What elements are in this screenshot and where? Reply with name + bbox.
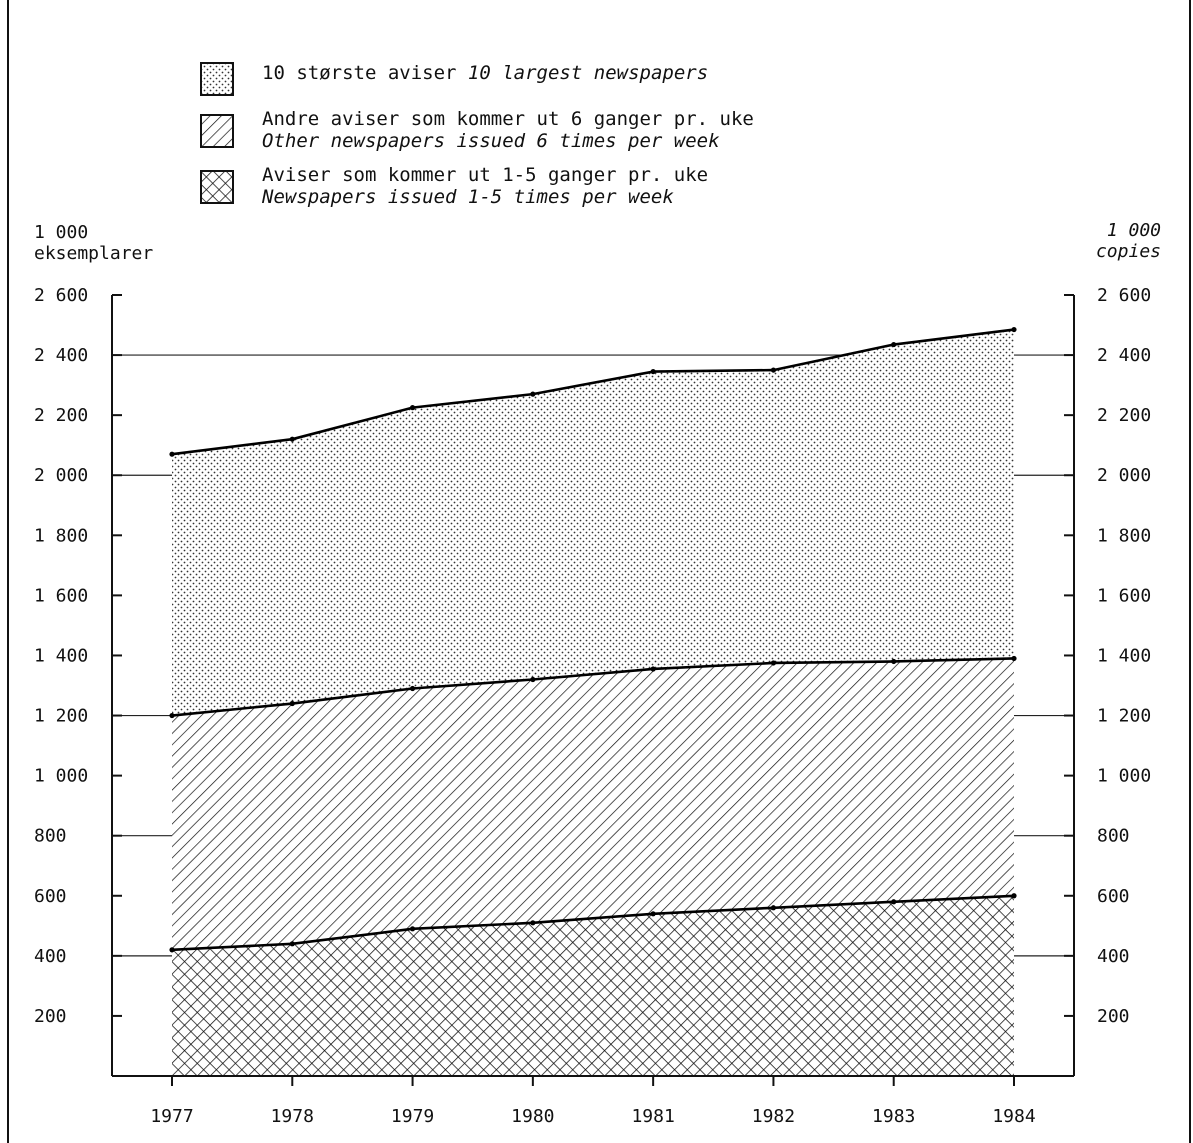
data-point-dots-1977 — [169, 451, 175, 457]
legend-swatch-hatch — [200, 114, 234, 148]
left-tick-label-2600: 2 600 — [34, 285, 88, 306]
right-tick-label-200: 200 — [1097, 1006, 1130, 1027]
right-tick-label-1000: 1 000 — [1097, 766, 1151, 787]
series-line-hatch — [171, 657, 1015, 717]
data-point-hatch-1979 — [409, 685, 416, 692]
x-tick-label-1983: 1983 — [872, 1106, 915, 1127]
legend-item-other: Andre aviser som kommer ut 6 ganger pr. … — [200, 108, 920, 152]
x-tick-label-1978: 1978 — [271, 1106, 314, 1127]
data-point-dots-1979 — [409, 405, 416, 411]
data-point-dots-1981 — [650, 368, 656, 375]
right-tick-label-600: 600 — [1097, 886, 1130, 907]
left-tick-label-1600: 1 600 — [34, 585, 88, 606]
right-tick-label-1200: 1 200 — [1097, 706, 1151, 727]
left-tick-label-200: 200 — [34, 1006, 67, 1027]
data-point-cross-1983 — [891, 899, 897, 905]
left-tick-label-600: 600 — [34, 886, 67, 907]
data-point-dots-1978 — [289, 436, 295, 442]
data-point-hatch-1980 — [530, 676, 536, 683]
chart-frame — [7, 0, 1191, 1143]
right-tick-label-2200: 2 200 — [1097, 405, 1151, 426]
legend-item-largest: 10 største aviser 10 largest newspapers — [200, 62, 920, 96]
left-tick-label-1800: 1 800 — [34, 525, 88, 546]
legend-label-weekly-no: Aviser som kommer ut 1-5 ganger pr. uke — [262, 164, 709, 186]
data-point-cross-1977 — [169, 947, 175, 953]
right-axis-caption: 1 000 copies — [1096, 220, 1161, 262]
x-tick-label-1980: 1980 — [511, 1106, 554, 1127]
left-axis-caption: 1 000 eksemplarer — [34, 222, 153, 264]
series-line-dots — [171, 328, 1015, 456]
legend-label-other-no: Andre aviser som kommer ut 6 ganger pr. … — [262, 108, 754, 130]
legend-label-largest-no: 10 største aviser — [262, 62, 457, 84]
data-point-dots-1983 — [891, 341, 897, 348]
right-tick-label-2000: 2 000 — [1097, 465, 1151, 486]
right-tick-label-800: 800 — [1097, 826, 1130, 847]
left-tick-label-1400: 1 400 — [34, 645, 88, 666]
left-tick-label-2000: 2 000 — [34, 465, 88, 486]
x-tick-label-1982: 1982 — [752, 1106, 795, 1127]
left-tick-label-2400: 2 400 — [34, 345, 88, 366]
legend-label-largest: 10 største aviser 10 largest newspapers — [262, 62, 708, 84]
left-tick-label-800: 800 — [34, 826, 67, 847]
right-tick-label-2400: 2 400 — [1097, 345, 1151, 366]
left-tick-label-1200: 1 200 — [34, 706, 88, 727]
data-point-cross-1982 — [770, 905, 777, 911]
tick-labels: 200 200 400 400 600 600 800 800 1 000 1 000 1 200 1… — [34, 285, 1151, 1127]
data-point-dots-1984 — [1011, 326, 1017, 333]
right-tick-label-2600: 2 600 — [1097, 285, 1151, 306]
data-point-cross-1980 — [530, 920, 536, 926]
data-point-dots-1980 — [530, 391, 536, 397]
right-axis-unit: 1 000 — [1106, 220, 1161, 241]
data-point-hatch-1978 — [289, 700, 295, 707]
left-tick-label-2200: 2 200 — [34, 405, 88, 426]
legend-swatch-dots — [200, 62, 234, 96]
data-point-hatch-1982 — [770, 660, 777, 666]
data-point-cross-1984 — [1011, 893, 1017, 899]
x-tick-label-1981: 1981 — [631, 1106, 674, 1127]
left-axis-unit: 1 000 — [34, 222, 89, 243]
area-series — [172, 329, 1014, 1076]
data-point-hatch-1981 — [650, 666, 656, 672]
data-point-hatch-1983 — [891, 658, 897, 665]
right-tick-label-1800: 1 800 — [1097, 525, 1151, 546]
right-axis-label: copies — [1095, 241, 1161, 262]
data-point-cross-1978 — [289, 941, 295, 947]
x-tick-label-1979: 1979 — [391, 1106, 434, 1127]
area-dots — [172, 329, 1014, 716]
area-hatch — [172, 658, 1014, 950]
x-tick-label-1977: 1977 — [150, 1106, 193, 1127]
data-point-cross-1981 — [650, 911, 656, 917]
legend-label-largest-en: 10 largest newspapers — [467, 62, 709, 84]
legend-label-weekly-en: Newspapers issued 1-5 times per week — [262, 186, 674, 208]
legend-label-weekly: Aviser som kommer ut 1-5 ganger pr. uke … — [262, 164, 708, 208]
legend-swatch-cross — [200, 170, 234, 204]
series-lines — [169, 326, 1017, 953]
data-point-dots-1982 — [770, 367, 777, 373]
right-tick-label-1400: 1 400 — [1097, 645, 1151, 666]
legend-label-other: Andre aviser som kommer ut 6 ganger pr. … — [262, 108, 754, 152]
data-point-hatch-1977 — [169, 712, 175, 719]
legend-item-weekly: Aviser som kommer ut 1-5 ganger pr. uke … — [200, 164, 920, 208]
data-point-cross-1979 — [409, 926, 416, 932]
series-line-cross — [171, 894, 1015, 952]
legend: 10 største aviser 10 largest newspapers … — [200, 62, 920, 220]
data-point-hatch-1984 — [1011, 655, 1017, 662]
area-cross — [172, 895, 1014, 1076]
left-tick-label-1000: 1 000 — [34, 766, 88, 787]
x-tick-label-1984: 1984 — [992, 1106, 1035, 1127]
left-tick-label-400: 400 — [34, 946, 67, 967]
right-tick-label-400: 400 — [1097, 946, 1130, 967]
axes — [111, 294, 1075, 1086]
right-tick-label-1600: 1 600 — [1097, 585, 1151, 606]
left-axis-label: eksemplarer — [34, 243, 154, 264]
legend-label-other-en: Other newspapers issued 6 times per week — [262, 130, 720, 152]
